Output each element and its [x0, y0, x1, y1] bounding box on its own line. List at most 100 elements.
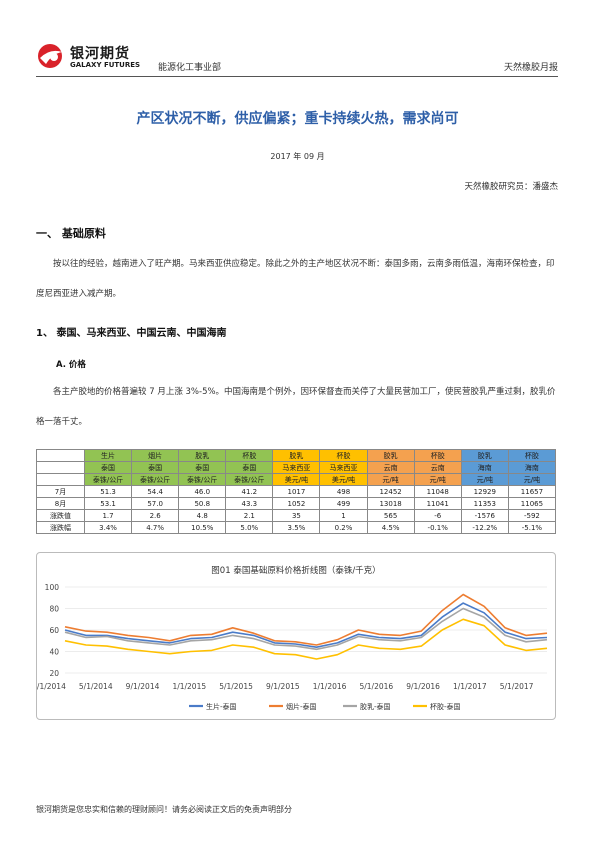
header-divider [36, 76, 558, 77]
table-cell: 50.8 [178, 497, 227, 510]
table-header-cell: 泰国 [131, 461, 180, 474]
subsection-heading: 1、 泰国、马来西亚、中国云南、中国海南 [36, 328, 227, 339]
table-row-label: 涨跌值 [36, 509, 85, 522]
table-row: 涨跌幅 3.4% 4.7% 10.5% 5.0% 3.5% 0.2% 4.5% -0.1% -12… [36, 521, 557, 534]
department-label: 能源化工事业部 [158, 63, 222, 73]
legend-label: 烟片-泰国 [286, 702, 317, 711]
table-header-cell: 泰国 [178, 461, 227, 474]
y-tick-label: 80 [49, 605, 59, 614]
x-tick-label: 5/1/2017 [500, 682, 534, 691]
table-cell: 1 [319, 509, 368, 522]
legend-label: 杯胶-泰国 [430, 702, 461, 711]
sub-subsection-heading: A. 价格 [56, 360, 86, 370]
x-tick-label: 1/1/2015 [172, 682, 206, 691]
table-cell: -592 [507, 509, 557, 522]
table-header-cell: 胶乳 [366, 449, 415, 462]
table-cell: 53.1 [83, 497, 133, 510]
table-cell: 11353 [460, 497, 509, 510]
table-header-row: 泰国 泰国 泰国 泰国 马来西亚 马来西亚 云南 云南 海南 海南 [36, 461, 557, 474]
table-cell: 12929 [460, 485, 509, 498]
table-cell: 41.2 [225, 485, 274, 498]
table-cell: 12452 [366, 485, 415, 498]
table-cell: 11041 [413, 497, 462, 510]
table-cell: 4.5% [366, 521, 415, 534]
table-header-cell: 泰国 [83, 461, 133, 474]
table-header-cell: 元/吨 [460, 473, 509, 486]
table-row-label: 8月 [36, 497, 85, 510]
table-header-row: 生片 烟片 胶乳 杯胶 胶乳 杯胶 胶乳 杯胶 胶乳 杯胶 [36, 449, 557, 462]
table-cell: 54.4 [131, 485, 180, 498]
table-header-cell: 马来西亚 [272, 461, 321, 474]
table-cell: 565 [366, 509, 415, 522]
x-tick-label: 9/1/2014 [126, 682, 160, 691]
table-cell: 499 [319, 497, 368, 510]
table-cell: -1576 [460, 509, 509, 522]
price-paragraph: 各主产胶地的价格普遍较 7 月上涨 3%-5%。中国海南是个例外，因环保督查而关… [36, 387, 556, 427]
series-line [64, 602, 548, 648]
series-line [64, 593, 548, 646]
series-line [64, 607, 548, 651]
table-cell: 51.3 [83, 485, 133, 498]
table-cell: 4.8 [178, 509, 227, 522]
chart-svg: 图01 泰国基础原料价格折线图（泰铢/千克） 100 80 60 40 20 1/1/201… [32, 565, 548, 711]
y-tick-label: 20 [49, 669, 59, 678]
table-header-cell [36, 473, 85, 486]
table-header-cell: 烟片 [131, 449, 180, 462]
section-paragraph: 按以往的经验，越南进入了旺产期。马来西亚供应稳定。除此之外的主产地区状况不断：泰… [36, 259, 555, 299]
table-row-label: 涨跌幅 [36, 521, 85, 534]
legend-label: 生片-泰国 [206, 702, 237, 711]
table-header-cell [36, 461, 85, 474]
table-header-cell: 泰铢/公斤 [178, 473, 227, 486]
y-tick-label: 60 [49, 626, 59, 635]
table-cell: 0.2% [319, 521, 368, 534]
table-cell: 1017 [272, 485, 321, 498]
table-row: 7月 51.3 54.4 46.0 41.2 1017 498 12452 11048 12929… [36, 485, 557, 498]
table-cell: 2.1 [225, 509, 274, 522]
table-cell: 5.0% [225, 521, 274, 534]
section-heading: 一、 基础原料 [36, 227, 106, 240]
table-cell: 1.7 [83, 509, 133, 522]
table-cell: 10.5% [178, 521, 227, 534]
x-tick-label: 1/1/2016 [313, 682, 347, 691]
table-header-cell: 胶乳 [178, 449, 227, 462]
legend-label: 胶乳-泰国 [360, 702, 391, 711]
table-cell: 498 [319, 485, 368, 498]
table-header-cell: 元/吨 [413, 473, 462, 486]
footer-disclaimer: 银河期货是您忠实和信赖的理财顾问！请务必阅读正文后的免责声明部分 [36, 805, 292, 814]
x-tick-label: 5/1/2014 [79, 682, 113, 691]
table-header-cell: 胶乳 [460, 449, 509, 462]
table-header-cell: 泰铢/公斤 [225, 473, 274, 486]
table-header-cell: 云南 [366, 461, 415, 474]
table-cell: 3.4% [83, 521, 133, 534]
table-cell: 1052 [272, 497, 321, 510]
table-header-cell: 杯胶 [507, 449, 557, 462]
table-header-row: 泰铢/公斤 泰铢/公斤 泰铢/公斤 泰铢/公斤 美元/吨 美元/吨 元/吨 元/吨 元/吨 元/吨 [36, 473, 557, 486]
price-line-chart: 图01 泰国基础原料价格折线图（泰铢/千克） 100 80 60 40 20 1/1/201… [32, 552, 556, 720]
report-header: 银河期货 GALAXY FUTURES 能源化工事业部 天然橡胶月报 [36, 38, 558, 78]
table-cell: 46.0 [178, 485, 227, 498]
report-type-label: 天然橡胶月报 [503, 63, 558, 73]
table-header-cell: 元/吨 [507, 473, 557, 486]
table-header-cell: 海南 [507, 461, 557, 474]
table-cell: 4.7% [131, 521, 180, 534]
table-header-cell: 泰国 [225, 461, 274, 474]
x-tick-label: 5/1/2015 [219, 682, 253, 691]
table-header-cell: 生片 [83, 449, 133, 462]
report-title: 产区状况不断，供应偏紧；重卡持续火热，需求尚可 [136, 111, 459, 127]
table-cell: 11048 [413, 485, 462, 498]
logo-text-cn: 银河期货 [70, 46, 130, 62]
table-header-cell: 杯胶 [225, 449, 274, 462]
table-header-cell: 杯胶 [319, 449, 368, 462]
table-header-cell: 泰铢/公斤 [131, 473, 180, 486]
table-cell: -0.1% [413, 521, 462, 534]
table-header-cell: 马来西亚 [319, 461, 368, 474]
report-date: 2017 年 09 月 [270, 152, 325, 161]
table-cell: -6 [413, 509, 462, 522]
table-header-cell [36, 449, 85, 462]
x-tick-label: 9/1/2016 [406, 682, 440, 691]
y-tick-label: 100 [45, 583, 60, 592]
table-header-cell: 美元/吨 [272, 473, 321, 486]
x-tick-label: 9/1/2015 [266, 682, 300, 691]
table-header-cell: 元/吨 [366, 473, 415, 486]
table-header-cell: 云南 [413, 461, 462, 474]
